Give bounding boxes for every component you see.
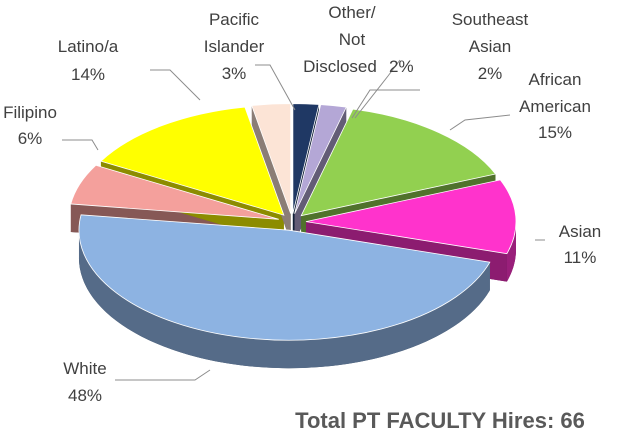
value-label: 2% — [389, 57, 414, 76]
category-label: African American — [519, 70, 591, 116]
category-label: White — [63, 359, 106, 378]
category-label: Asian — [559, 222, 602, 241]
total-annotation: Total PT FACULTY Hires: 66 — [295, 408, 585, 433]
leader-line — [255, 64, 296, 111]
value-label: 3% — [222, 64, 247, 83]
category-label: Pacific Islander — [204, 10, 265, 56]
leader-line — [354, 59, 401, 119]
slice — [251, 103, 292, 214]
value-label: 11% — [564, 248, 597, 267]
slice — [300, 108, 497, 217]
value-label: 2% — [478, 64, 503, 83]
category-label: Southeast Asian — [452, 10, 529, 56]
leader-line — [449, 114, 511, 131]
leader-line — [115, 369, 211, 381]
slice — [78, 214, 491, 341]
slice — [100, 106, 285, 216]
leader-line — [62, 139, 99, 151]
category-label: Filipino — [3, 103, 57, 122]
leader-line — [150, 69, 201, 101]
value-label: 15% — [538, 123, 572, 142]
category-label: Other/Not Disclosed — [303, 3, 377, 76]
category-label: Latino/a — [58, 37, 119, 56]
slice — [70, 164, 279, 220]
value-label: 14% — [71, 65, 105, 84]
value-label: 48% — [68, 386, 102, 405]
slice — [292, 103, 320, 214]
slice-side — [506, 221, 516, 282]
slice — [305, 179, 517, 255]
leader-line — [351, 89, 420, 119]
slice-side — [78, 230, 490, 369]
value-label: 6% — [18, 129, 43, 148]
slice — [294, 104, 347, 214]
